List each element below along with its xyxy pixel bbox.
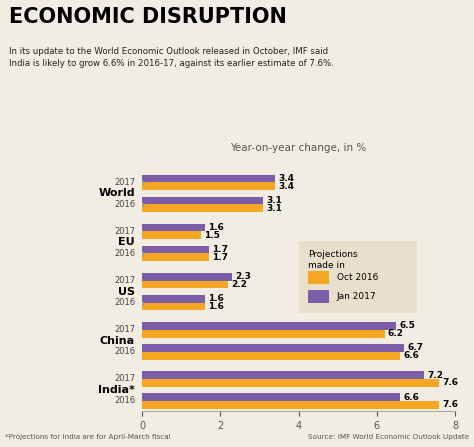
Text: 3.4: 3.4: [278, 181, 294, 191]
Text: 6.6: 6.6: [403, 351, 419, 360]
Text: Jan 2017: Jan 2017: [337, 292, 376, 301]
Title: Year-on-year change, in %: Year-on-year change, in %: [230, 143, 367, 153]
Text: Source: IMF World Economic Outlook Update: Source: IMF World Economic Outlook Updat…: [308, 434, 469, 440]
Bar: [308, 290, 329, 303]
Text: China: China: [100, 336, 135, 346]
Text: 2016: 2016: [114, 396, 135, 405]
Bar: [142, 204, 264, 212]
Bar: [142, 330, 384, 337]
Bar: [142, 281, 228, 288]
Text: 3.1: 3.1: [266, 204, 283, 213]
Bar: [142, 197, 264, 204]
Bar: [142, 224, 205, 232]
Text: 6.5: 6.5: [400, 321, 415, 330]
Text: 3.4: 3.4: [278, 174, 294, 183]
Bar: [308, 271, 329, 284]
Bar: [142, 253, 209, 261]
Text: 7.6: 7.6: [443, 378, 458, 387]
Text: 1.5: 1.5: [204, 231, 220, 240]
Text: EU: EU: [118, 237, 135, 248]
Text: 1.6: 1.6: [208, 223, 224, 232]
Bar: [142, 371, 424, 379]
Bar: [142, 344, 404, 352]
Text: 1.7: 1.7: [212, 245, 228, 254]
Text: India*: India*: [98, 385, 135, 395]
Text: 1.6: 1.6: [208, 302, 224, 311]
Text: In its update to the World Economic Outlook released in October, IMF said
India : In its update to the World Economic Outl…: [9, 47, 334, 68]
Text: 7.6: 7.6: [443, 400, 458, 409]
Text: *Projections for India are for April-March fiscal: *Projections for India are for April-Mar…: [5, 434, 170, 440]
Text: World: World: [99, 188, 135, 198]
Text: 2.2: 2.2: [231, 280, 247, 289]
Bar: [142, 352, 400, 359]
Bar: [142, 322, 396, 330]
Text: 2017: 2017: [114, 178, 135, 187]
Text: Projections
made in: Projections made in: [308, 250, 358, 270]
Bar: [142, 295, 205, 303]
Bar: [142, 393, 400, 401]
Text: US: US: [118, 287, 135, 297]
Text: 6.6: 6.6: [403, 392, 419, 401]
Text: 2.3: 2.3: [235, 272, 251, 281]
Bar: [142, 182, 275, 190]
Text: 6.2: 6.2: [388, 329, 404, 338]
Text: 2017: 2017: [114, 227, 135, 236]
Text: 3.1: 3.1: [266, 196, 283, 205]
Bar: [142, 232, 201, 239]
Bar: [142, 379, 439, 387]
Text: 1.6: 1.6: [208, 294, 224, 303]
Text: 2017: 2017: [114, 325, 135, 334]
Text: Oct 2016: Oct 2016: [337, 274, 378, 283]
Text: 2016: 2016: [114, 200, 135, 209]
Bar: [142, 246, 209, 253]
Text: 2016: 2016: [114, 249, 135, 258]
Bar: [142, 273, 232, 281]
Text: 7.2: 7.2: [427, 371, 443, 380]
Bar: [142, 401, 439, 409]
Bar: [142, 175, 275, 182]
Bar: [142, 303, 205, 310]
Text: 2017: 2017: [114, 276, 135, 285]
Text: 6.7: 6.7: [407, 343, 423, 352]
Text: 2016: 2016: [114, 298, 135, 307]
Text: 2016: 2016: [114, 347, 135, 356]
Text: 1.7: 1.7: [212, 253, 228, 262]
Text: ECONOMIC DISRUPTION: ECONOMIC DISRUPTION: [9, 7, 287, 27]
Text: 2017: 2017: [114, 375, 135, 384]
